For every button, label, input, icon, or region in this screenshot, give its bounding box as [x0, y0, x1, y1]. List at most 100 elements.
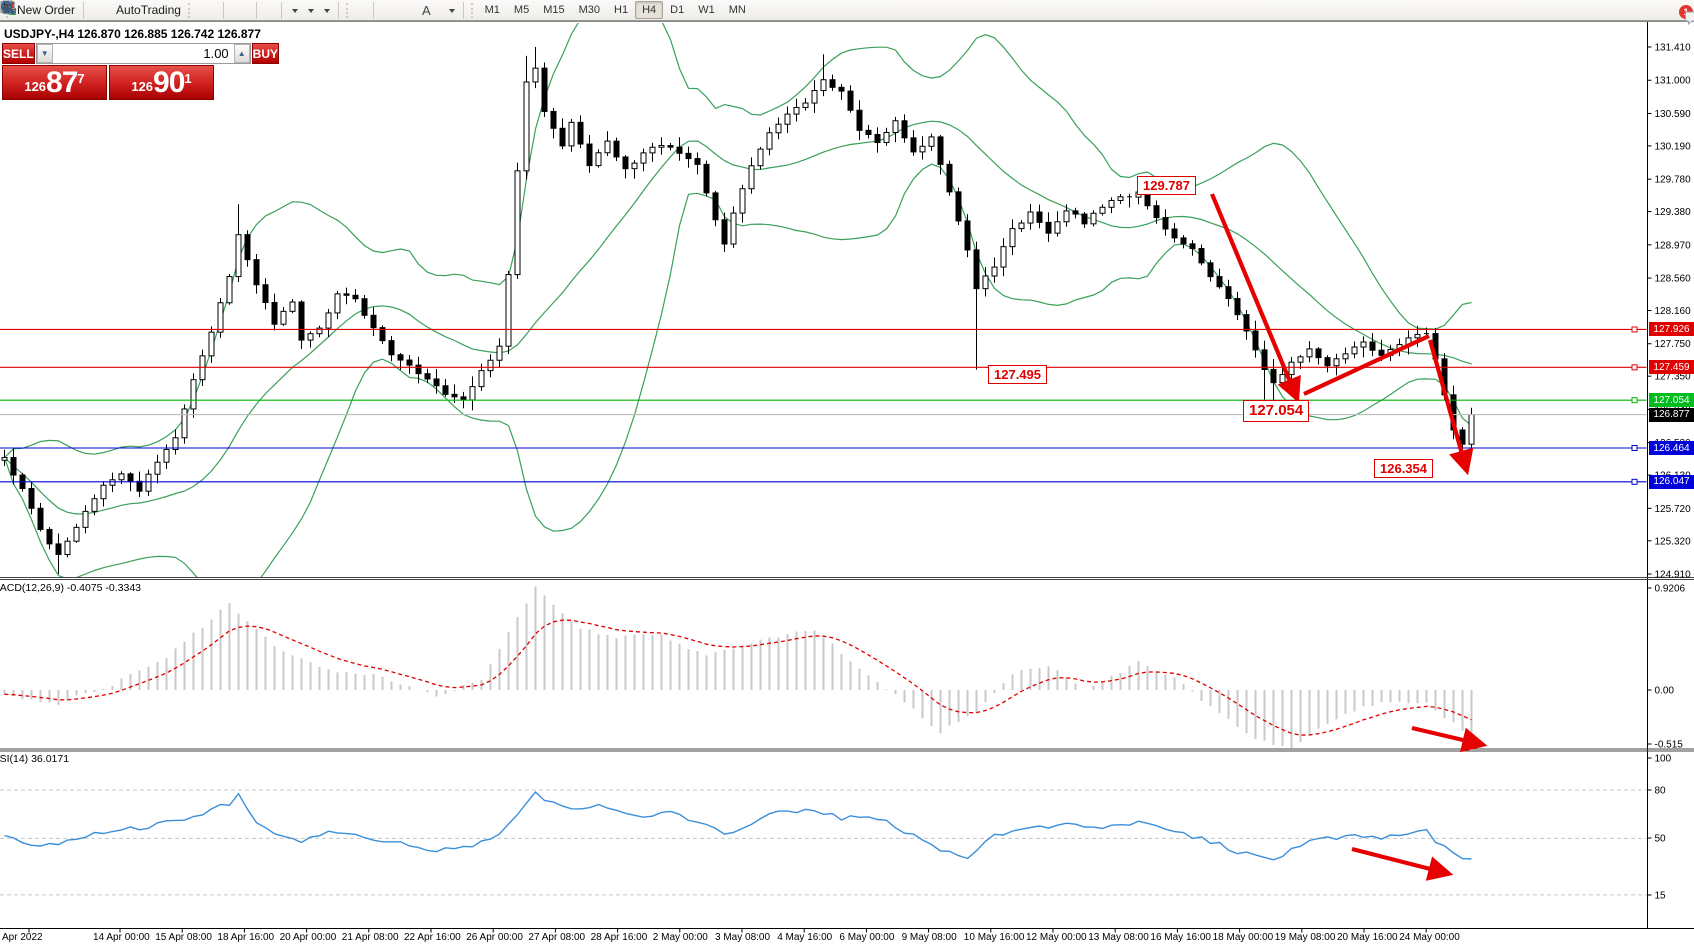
date-label: 2 May 00:00	[652, 932, 708, 943]
trend-arrows	[1210, 193, 1488, 881]
tf-MN[interactable]: MN	[728, 4, 746, 16]
price-flag: 126.877	[1649, 407, 1694, 422]
line-chart-button[interactable]	[0, 1, 219, 19]
tile-windows-button[interactable]	[0, 1, 252, 19]
price-flag: 126.047	[1649, 474, 1694, 489]
new-order-button[interactable]: New Order	[2, 0, 79, 19]
vline-tool-button[interactable]	[5, 1, 386, 19]
svg-text:129.380: 129.380	[1655, 207, 1692, 218]
svg-text:128.560: 128.560	[1655, 274, 1692, 285]
separator	[337, 1, 339, 19]
date-label: 19 May 08:00	[1274, 932, 1336, 943]
tf-M1[interactable]: M1	[484, 4, 500, 16]
tf-M5[interactable]: M5	[513, 4, 530, 16]
price-annotation[interactable]: 127.495	[988, 365, 1047, 384]
volume-spinner: ▼ ▲	[35, 43, 251, 64]
chat-icon	[1685, 11, 1694, 25]
trendline-tool-button[interactable]	[1, 1, 402, 19]
price-axis[interactable]: 131.410 131.000 130.590 130.190 129.780 129.3…	[1647, 43, 1692, 902]
dropdown-caret	[448, 8, 455, 16]
chart-title: USDJPY-,H4 126.870 126.885 126.742 126.8…	[4, 27, 261, 41]
tf-H1[interactable]: H1	[614, 4, 629, 16]
volume-input[interactable]	[52, 44, 234, 63]
tf-H4[interactable]: H4	[635, 1, 664, 19]
dock-down-button[interactable]	[1, 1, 277, 19]
signal-button[interactable]	[1, 1, 112, 19]
svg-text:125.320: 125.320	[1655, 536, 1692, 547]
shapes-dropdown[interactable]	[3, 1, 459, 19]
label-tool-button[interactable]: T	[1, 1, 443, 19]
tf-M30[interactable]: M30	[578, 4, 600, 16]
search-icon[interactable]	[0, 0, 16, 16]
template-dropdown[interactable]	[0, 1, 334, 19]
candlesticks	[1, 47, 1475, 574]
tf-M15[interactable]: M15	[543, 4, 565, 16]
autotrading-button[interactable]: AutoTrading	[0, 0, 185, 19]
svg-text:-0.515: -0.515	[1655, 740, 1684, 751]
shapes-icon	[3, 2, 14, 12]
new-order-label: New Order	[17, 3, 76, 17]
price-annotation[interactable]: 127.054	[1243, 400, 1310, 422]
zoom-out-button[interactable]	[1, 1, 244, 19]
date-label: 26 Apr 00:00	[466, 932, 523, 943]
buy-price-box[interactable]: 126 90 1	[109, 65, 214, 100]
price-annotation[interactable]: 129.787	[1137, 176, 1196, 195]
svg-text:50: 50	[1655, 834, 1667, 845]
bar-chart-button[interactable]	[2, 1, 203, 19]
buy-price-pip: 1	[184, 71, 192, 86]
date-label: 3 May 08:00	[715, 932, 771, 943]
date-label: 12 May 00:00	[1026, 932, 1087, 943]
separator	[83, 1, 85, 19]
new-chart-dropdown[interactable]	[0, 1, 302, 19]
channel-tool-button[interactable]: E	[0, 1, 410, 19]
sell-price-box[interactable]: 126 87 7	[2, 65, 107, 100]
tf-W1[interactable]: W1	[698, 4, 715, 16]
wallet-button[interactable]	[1, 1, 96, 19]
candlestick-button[interactable]	[2, 1, 211, 19]
svg-text:129.780: 129.780	[1655, 175, 1692, 186]
date-label: 24 May 00:00	[1399, 932, 1460, 943]
sell-price-pip: 7	[77, 71, 85, 86]
svg-text:0.9206: 0.9206	[1655, 584, 1686, 595]
time-axis[interactable]	[28, 928, 1427, 933]
volume-increase-button[interactable]: ▲	[233, 44, 250, 63]
zoom-in-button[interactable]	[1, 1, 236, 19]
price-flag: 127.054	[1649, 393, 1694, 408]
date-label: 9 May 08:00	[901, 932, 957, 943]
cursor-button[interactable]	[4, 1, 361, 19]
tf-D1[interactable]: D1	[670, 4, 685, 16]
date-label: 27 Apr 08:00	[528, 932, 586, 943]
period-dropdown[interactable]	[0, 0, 318, 19]
buy-price-int: 126	[131, 79, 154, 94]
crosshair-button[interactable]	[1, 1, 369, 19]
dropdown-caret	[291, 8, 298, 16]
hline-tool-button[interactable]	[1, 1, 394, 19]
date-label: 20 May 16:00	[1337, 932, 1398, 943]
volume-decrease-button[interactable]: ▼	[36, 44, 53, 63]
svg-text:0.00: 0.00	[1655, 686, 1675, 697]
macd-panel	[3, 586, 1473, 748]
terminal-button[interactable]	[0, 1, 104, 19]
price-flag: 127.459	[1649, 360, 1694, 375]
text-tool-button[interactable]: A	[418, 1, 435, 19]
bollinger-bands	[3, 23, 1472, 577]
toolbar: New Order AutoTrading E F A T M1 M5 M15 M30…	[0, 0, 1694, 25]
svg-text:15: 15	[1655, 891, 1667, 902]
macd-indicator-label: MACD(12,26,9) -0.4075 -0.3343	[0, 582, 141, 594]
horizontal-lines[interactable]	[0, 326, 1647, 485]
date-label: 21 Apr 08:00	[341, 932, 399, 943]
buy-button[interactable]: BUY	[251, 43, 280, 64]
sell-button[interactable]: SELL	[2, 43, 35, 64]
svg-text:131.000: 131.000	[1655, 76, 1692, 87]
price-flag: 127.926	[1649, 322, 1694, 337]
dock-up-button[interactable]	[1, 1, 269, 19]
price-annotation[interactable]: 126.354	[1374, 459, 1433, 478]
date-label: 20 Apr 00:00	[279, 932, 337, 943]
autotrading-label: AutoTrading	[116, 3, 181, 17]
date-label: 13 May 08:00	[1088, 932, 1149, 943]
svg-text:131.410: 131.410	[1655, 43, 1692, 54]
fibonacci-tool-button[interactable]: F	[1, 1, 418, 19]
rsi-indicator-label: RSI(14) 36.0171	[0, 753, 70, 765]
